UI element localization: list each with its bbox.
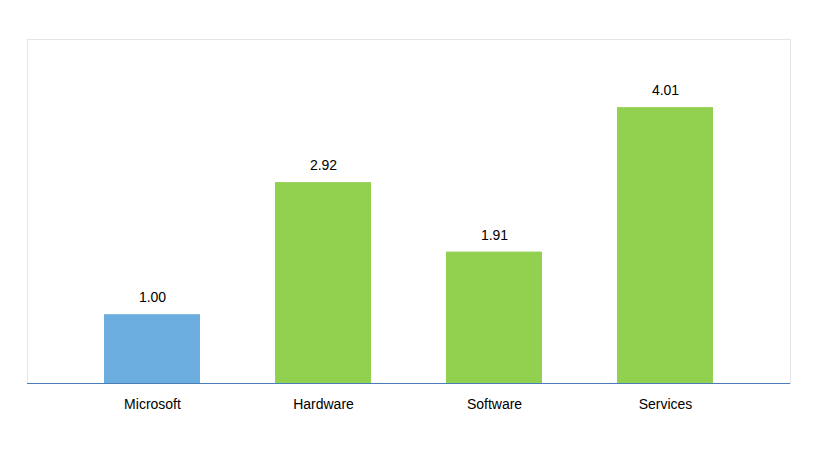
svg-text:2.92: 2.92	[310, 157, 337, 173]
svg-text:Services: Services	[639, 396, 693, 412]
svg-text:Hardware: Hardware	[293, 396, 354, 412]
svg-text:1.91: 1.91	[481, 227, 508, 243]
svg-text:4.01: 4.01	[652, 82, 679, 98]
svg-text:Microsoft: Microsoft	[124, 396, 181, 412]
svg-text:Software: Software	[467, 396, 522, 412]
svg-text:1.00: 1.00	[139, 289, 166, 305]
